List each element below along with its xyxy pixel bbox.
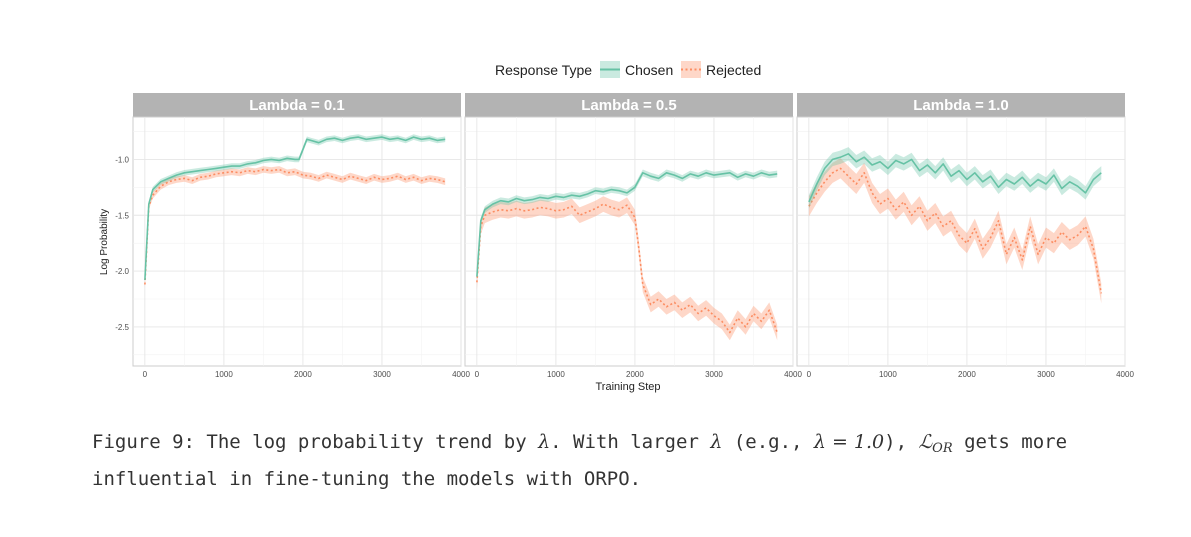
panel-3-x-tick-label-4000: 4000 (1116, 370, 1134, 379)
panel-1-strip (133, 93, 461, 117)
panel-1-x-tick-label-1000: 1000 (215, 370, 233, 379)
panel-1-chosen-line (144, 136, 446, 281)
panel-2-x-tick-label-0: 0 (475, 370, 480, 379)
panel-1: Lambda = 0.1 0 1000 2000 3000 4000 -1.0 -1.5 -2.… (115, 93, 470, 379)
panel-3-x-tick-label-1000: 1000 (879, 370, 897, 379)
x-axis-label: Training Step (595, 381, 660, 393)
panel-2-x-tick-label-1000: 1000 (547, 370, 565, 379)
caption-lambda-2: λ (710, 431, 723, 453)
panel-3-rejected-line (808, 167, 1103, 294)
panel-2-rejected-line (476, 203, 778, 334)
caption-text-5: gets more influential in fine-tuning the… (92, 431, 1079, 490)
panel-2-chosen-line (476, 172, 778, 277)
y-axis-label: Log Probability (99, 209, 110, 275)
panel-2-title: Lambda = 0.5 (581, 97, 676, 114)
panel-3-strip (797, 93, 1125, 117)
panel-3-chosen-line (808, 153, 1102, 203)
caption-text-2: . With larger (550, 431, 711, 453)
caption-lambda: λ (538, 431, 551, 453)
panel-3-x-tick-label-3000: 3000 (1037, 370, 1055, 379)
caption-label: Figure 9: (92, 431, 195, 453)
panel-2-x-tick-label-4000: 4000 (784, 370, 802, 379)
legend-label-chosen: Chosen (625, 62, 673, 78)
panel-1-x-tick-label-4000: 4000 (452, 370, 470, 379)
y-tick-label-1-5: -1.5 (115, 211, 129, 220)
caption-text-1: The log probability trend by (194, 431, 539, 453)
legend: Response Type Chosen Rejected (495, 61, 761, 78)
panel-3-plot-area (796, 116, 1126, 367)
figure-caption: Figure 9: The log probability trend by λ… (92, 427, 1152, 494)
y-tick-label-1-0: -1.0 (115, 155, 129, 164)
caption-loss-subscript: OR (932, 441, 953, 456)
panel-1-title: Lambda = 0.1 (249, 97, 344, 114)
panel-1-plot-area (132, 116, 462, 367)
legend-entry-chosen: Chosen (600, 61, 673, 78)
legend-title: Response Type (495, 62, 592, 78)
faceted-line-chart: Response Type Chosen Rejected Lambda = 0… (99, 61, 1134, 393)
panel-3-rejected-ribbon (808, 158, 1102, 304)
panel-3: Lambda = 1.0 0 1000 2000 3000 4000 (796, 93, 1134, 379)
y-tick-label-2-0: -2.0 (115, 267, 129, 276)
legend-label-rejected: Rejected (706, 62, 761, 78)
caption-text-3: (e.g., (722, 431, 814, 453)
panel-2-x-tick-label-3000: 3000 (705, 370, 723, 379)
panel-1-rejected-line (144, 168, 446, 285)
panel-1-x-tick-label-3000: 3000 (373, 370, 391, 379)
panel-1-x-tick-label-2000: 2000 (294, 370, 312, 379)
panel-3-title: Lambda = 1.0 (913, 97, 1008, 114)
panel-2-strip (465, 93, 793, 117)
panel-2-rejected-ribbon (476, 196, 778, 341)
panel-1-x-tick-label-0: 0 (143, 370, 148, 379)
y-tick-label-2-5: -2.5 (115, 323, 129, 332)
panel-2: Lambda = 0.5 0 1000 2000 3000 4000 (464, 93, 802, 379)
panel-3-x-tick-label-2000: 2000 (958, 370, 976, 379)
panel-2-plot-area (464, 116, 794, 367)
panel-2-x-tick-label-2000: 2000 (626, 370, 644, 379)
panels: Lambda = 0.1 0 1000 2000 3000 4000 -1.0 -1.5 -2.… (115, 93, 1134, 379)
caption-lambda-equation: λ = 1.0 (813, 431, 885, 453)
legend-entry-rejected: Rejected (681, 61, 761, 78)
panel-1-rejected-ribbon (144, 166, 446, 288)
panel-3-x-tick-label-0: 0 (807, 370, 812, 379)
caption-text-4: ), (884, 431, 919, 453)
caption-loss-symbol: ℒ (918, 431, 933, 453)
